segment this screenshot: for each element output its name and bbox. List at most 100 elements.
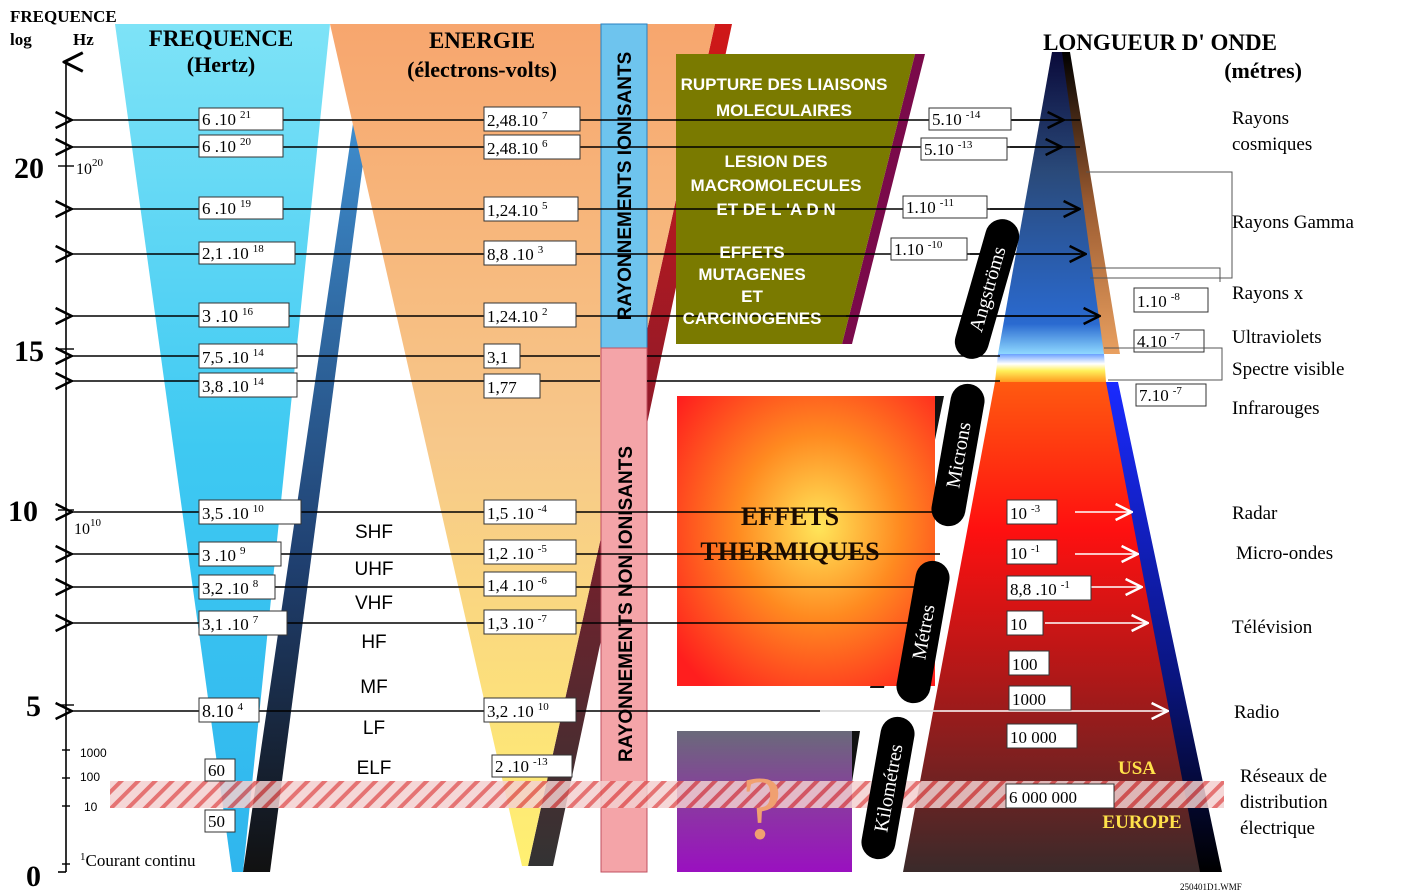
energy-value-box: 3,1 <box>483 343 521 369</box>
svg-text:1,2 .10-5: 1,2 .10 -5 <box>487 543 547 563</box>
svg-text:8,8 .10-1: 8,8 .10 -1 <box>1010 579 1070 599</box>
svg-text:1,77: 1,77 <box>487 378 517 397</box>
frequency-value-box: 3,2 .10 8 <box>198 574 276 600</box>
axis-tick-20: 20 <box>14 152 44 185</box>
svg-text:1,3 .10-7: 1,3 .10 -7 <box>487 613 547 633</box>
energy-value-box: 8,8 .10 3 <box>483 240 577 266</box>
svg-text:60: 60 <box>208 761 225 780</box>
frequency-value-box: 3,5 .10 10 <box>198 499 302 525</box>
energy-value-box: 1,24.10 2 <box>483 302 577 328</box>
svg-text:1,5 .10-4: 1,5 .10 -4 <box>487 503 547 523</box>
frequency-value-box: 3 .10 16 <box>198 302 290 328</box>
lesion-line-2: MACROMOLECULES <box>691 176 862 195</box>
svg-text:100: 100 <box>1012 655 1038 674</box>
dc-label: 1Courant continu <box>80 851 196 870</box>
thermal-block <box>677 396 935 686</box>
frequency-value-box: 6 .10 21 <box>198 107 284 131</box>
energy-header-title: ENERGIE <box>429 28 535 53</box>
freq-header-title: FREQUENCE <box>149 26 293 51</box>
svg-text:5.10-14: 5.10 -14 <box>932 109 981 129</box>
wavelength-value-box: 1000 <box>1008 685 1072 711</box>
grid-usa-label: USA <box>1118 758 1156 779</box>
svg-text:10-1: 10 -1 <box>1010 543 1040 563</box>
svg-text:3,2 .1010: 3,2 .10 10 <box>487 701 549 721</box>
wavelength-value-box: 5.10 -13 <box>920 137 1008 161</box>
wavelength-value-box: 1.10 -10 <box>890 237 968 261</box>
energy-header-unit: (électrons-volts) <box>407 57 557 82</box>
category-label: Micro-ondes <box>1236 543 1333 564</box>
unknown-question-mark: ? <box>742 759 782 858</box>
wavelength-value-box: 100 <box>1008 650 1050 676</box>
energy-value-box: 1,4 .10 -6 <box>483 571 577 597</box>
category-label: Télévision <box>1232 617 1313 638</box>
category-brackets <box>1086 171 1233 381</box>
wave-top <box>998 52 1104 354</box>
wavelength-value-box: 8,8 .10 -1 <box>1006 575 1092 601</box>
scale-metres: Métres <box>896 560 950 704</box>
axis-tick-5: 5 <box>26 690 41 723</box>
wave-header-title: LONGUEUR D' ONDE <box>1043 30 1277 55</box>
rupture-line-2: MOLECULAIRES <box>716 101 852 120</box>
category-label: Radio <box>1234 702 1279 723</box>
axis-minor-100: 100 <box>80 770 100 784</box>
energy-value-box: 2,48.10 7 <box>483 106 581 132</box>
frequency-value-box: 3,8 .10 14 <box>198 372 298 398</box>
category-label: Spectre visible <box>1232 359 1344 380</box>
axis-minor-10: 10 <box>84 800 98 814</box>
frequency-wedge-shadow <box>243 110 370 872</box>
frequency-value-box: 3,1 .10 7 <box>198 610 288 636</box>
svg-text:2,48.106: 2,48.10 6 <box>487 138 548 158</box>
energy-value-box: 1,77 <box>483 373 541 399</box>
wave-header-unit: (métres) <box>1224 58 1302 83</box>
thermal-line-1: EFFETS <box>741 502 839 531</box>
frequency-value-box: 6 .10 20 <box>198 134 284 158</box>
band-label: MF <box>360 677 387 698</box>
svg-text:10-3: 10 -3 <box>1010 503 1041 523</box>
svg-text:10: 10 <box>1010 615 1027 634</box>
frequency-wedge <box>115 24 330 872</box>
svg-text:3,1 .107: 3,1 .10 7 <box>202 614 259 634</box>
wavelength-value-box: 5.10 -14 <box>928 107 1012 131</box>
svg-text:6 .1020: 6 .10 20 <box>202 136 252 156</box>
mutagenic-line-4: CARCINOGENES <box>683 309 822 328</box>
svg-text:1,24.105: 1,24.10 5 <box>487 200 548 220</box>
grid-europe-label: EUROPE <box>1102 812 1181 833</box>
axis-title: FREQUENCE <box>10 7 117 26</box>
mutagenic-line-3: ET <box>741 287 763 306</box>
mutagenic-line-1: EFFETS <box>719 243 784 262</box>
svg-text:1,4 .10-6: 1,4 .10 -6 <box>487 575 547 595</box>
category-label: Rayons x <box>1232 283 1304 304</box>
rupture-line-1: RUPTURE DES LIAISONS <box>681 75 888 94</box>
svg-text:7.10-7: 7.10 -7 <box>1139 385 1182 405</box>
frequency-value-box: 2,1 .10 18 <box>198 241 296 265</box>
energy-value-box: 2,48.10 6 <box>483 134 581 160</box>
svg-text:50: 50 <box>208 812 225 831</box>
energy-value-box: 2 .10 -13 <box>491 754 573 778</box>
axis-minor-1000: 1000 <box>80 746 107 760</box>
wavelength-value-box: 6 000 000 <box>1005 783 1115 809</box>
wavelength-value-box: 7.10 -7 <box>1135 383 1207 407</box>
non-ionizing-label: RAYONNEMENTS NON IONISANTS <box>616 446 637 762</box>
frequency-value-box: 8.10 4 <box>198 697 260 723</box>
svg-text:1.10-10: 1.10 -10 <box>894 239 943 259</box>
svg-text:8.104: 8.10 4 <box>202 701 244 721</box>
energy-value-box: 3,2 .10 10 <box>483 697 577 723</box>
category-label: Rayons cosmiques <box>1232 108 1312 155</box>
wavelength-value-box: 10 -1 <box>1006 539 1058 565</box>
frequency-value-box: 50 <box>204 809 236 833</box>
svg-text:1,24.102: 1,24.10 2 <box>487 306 548 326</box>
footer-filename: 250401D1.WMF <box>1180 882 1242 892</box>
band-label: LF <box>363 718 385 739</box>
wavelength-value-box: 1.10 -11 <box>902 195 988 219</box>
category-label: Radar <box>1232 503 1278 524</box>
svg-text:3,2 .108: 3,2 .10 8 <box>202 578 259 598</box>
effects-ionizing-shadow <box>842 54 925 344</box>
freq-header-unit: (Hertz) <box>187 52 255 77</box>
lesion-line-1: LESION DES <box>725 152 828 171</box>
